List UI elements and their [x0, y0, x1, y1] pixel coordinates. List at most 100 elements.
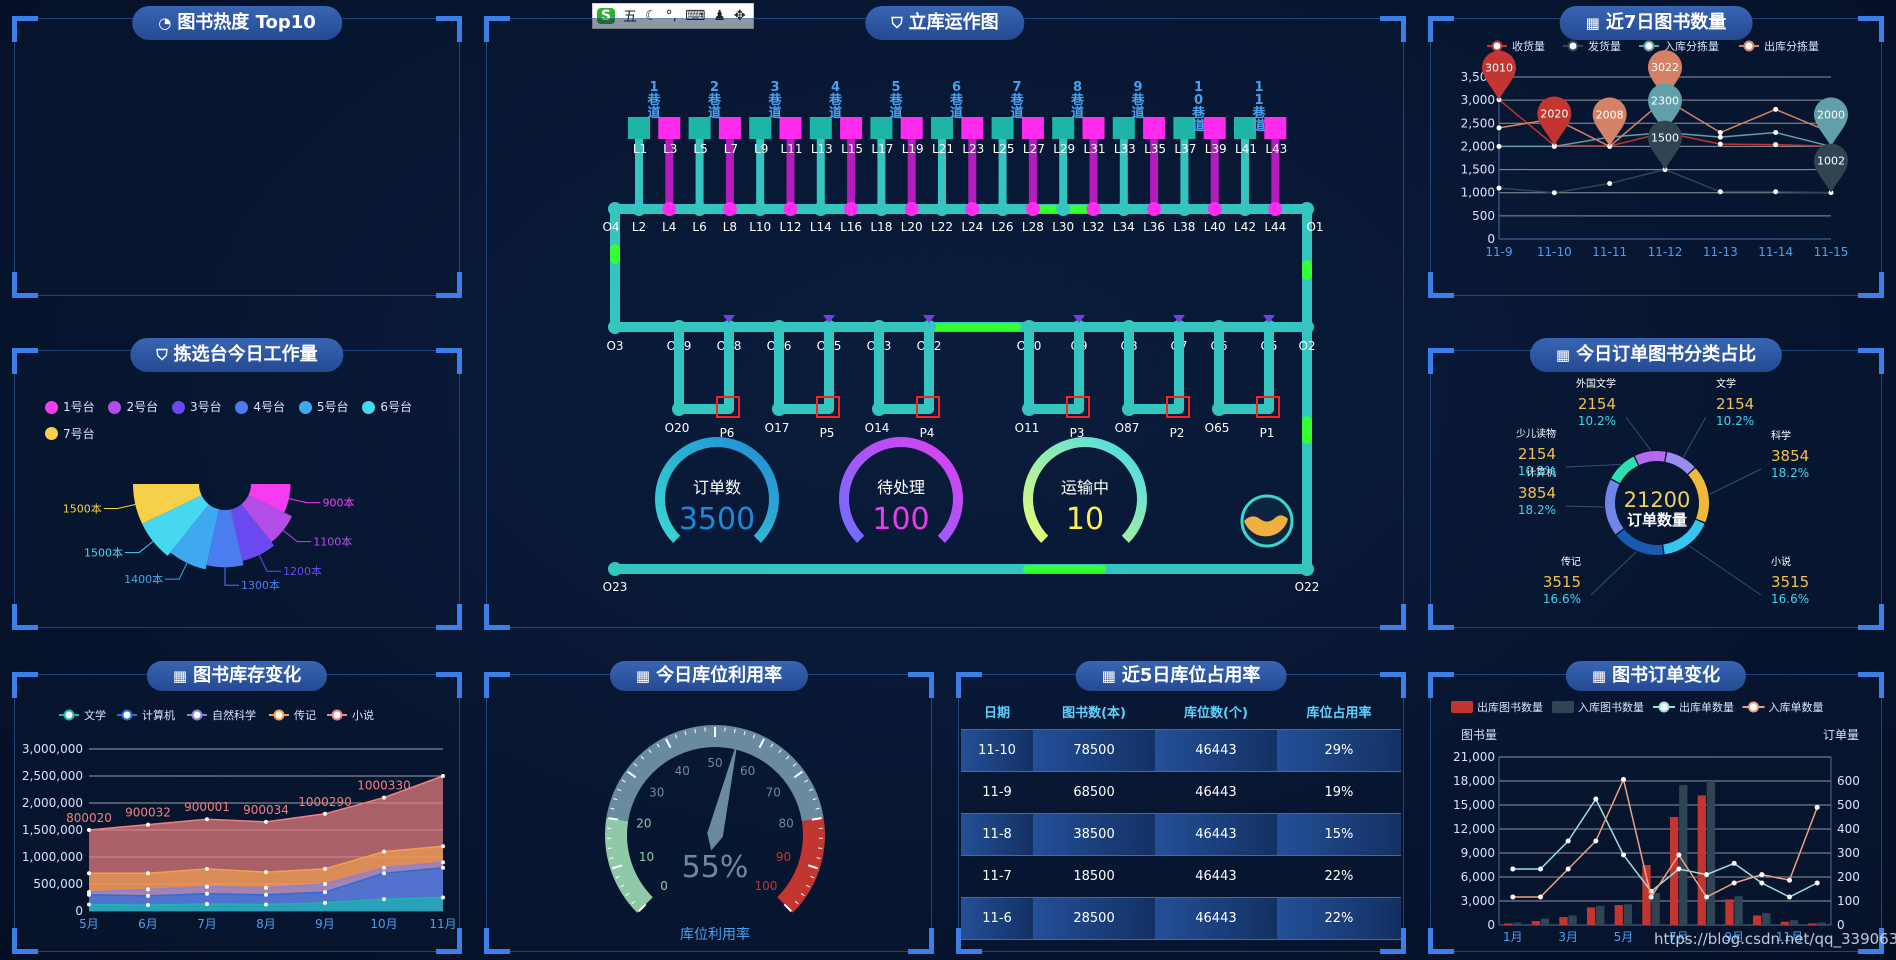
station-label: P1	[1260, 426, 1275, 440]
rack-label: L3	[663, 142, 677, 156]
bar	[1817, 922, 1826, 925]
table-cell: 46443	[1155, 728, 1277, 772]
node-label: L38	[1173, 220, 1195, 234]
ime-punct-icon[interactable]: °,	[665, 8, 678, 24]
rack-cell	[1264, 117, 1287, 139]
table-cell: 46443	[1155, 812, 1277, 856]
ime-logo-icon[interactable]: S	[597, 8, 616, 24]
panel-books7: ▦ 近7日图书数量 收货量 发货量 入库分拣量 出库分拣量 0 500 1,000 1,500 2…	[1428, 6, 1884, 298]
legend-item[interactable]: 1号台	[45, 395, 95, 419]
series-point	[1496, 185, 1502, 191]
aisle-char: 道	[1252, 118, 1265, 134]
aisle-char: 道	[1071, 105, 1084, 121]
track-node	[772, 402, 786, 416]
table-row[interactable]: 11-6 28500 46443 22%	[961, 896, 1401, 940]
table-row[interactable]: 11-10 78500 46443 29%	[961, 728, 1401, 772]
aisle-char: 7	[1012, 80, 1021, 95]
ime-wubi-button[interactable]: 五	[623, 9, 638, 25]
legend-swatch	[1552, 701, 1574, 713]
node-label: L6	[692, 220, 706, 234]
gauge-tick	[608, 817, 619, 821]
ime-moon-icon[interactable]: ☾	[645, 8, 658, 24]
warehouse-diagram: L1 L3 L5 L7 L9 L11 L13 L15 L17 L19 L21 L23 L25 L27 L29…	[602, 80, 1323, 594]
area-point	[146, 903, 150, 908]
y2-tick: 0	[1837, 918, 1845, 932]
aisle-char: 巷	[1191, 105, 1206, 121]
track-node	[753, 202, 768, 216]
ime-user-icon[interactable]: ♟	[713, 8, 726, 24]
aisle-char: 道	[1010, 105, 1023, 121]
node-label: O22	[1295, 580, 1320, 594]
gauge-tick	[811, 817, 822, 821]
rose-label-line	[165, 562, 188, 580]
node-label: L40	[1204, 220, 1226, 234]
table-row[interactable]: 11-7 18500 46443 22%	[961, 855, 1401, 897]
rose-slice	[206, 509, 244, 568]
track-node	[1177, 202, 1192, 216]
ime-toolbar[interactable]: S 五 ☾ °, ⌨ ♟ ✥	[592, 3, 754, 29]
slice-value: 2154	[1578, 395, 1616, 413]
gauge-ring	[655, 437, 779, 543]
gauge-tick	[627, 770, 637, 779]
y-tick: 1,000	[1461, 186, 1495, 200]
donut-slice	[1634, 451, 1666, 465]
y-tick: 3,000	[1461, 894, 1495, 908]
table-row[interactable]: 11-9 68500 46443 19%	[961, 771, 1401, 813]
gauge-band-high	[777, 817, 825, 913]
utilization-gauge: 0 10 20 30 40 50 60 70 80 90 100 55% 库位利用率	[605, 725, 825, 943]
gauge-label: 运输中	[1061, 478, 1109, 497]
donut-slice	[1665, 452, 1695, 474]
bar-chart-icon: ▦	[1585, 14, 1600, 32]
rack-label: L7	[724, 142, 738, 156]
donut-label-line	[1625, 416, 1652, 451]
y-tick: 1,500	[1461, 163, 1495, 177]
gauge-value: 10	[1066, 502, 1104, 537]
donut-slice	[1663, 519, 1705, 555]
gauge-tick-label: 10	[639, 850, 654, 864]
gauge-tick	[815, 807, 820, 810]
shuttle-marker	[1073, 315, 1085, 323]
legend-item[interactable]: 4号台	[235, 395, 285, 419]
rack-cell	[779, 117, 802, 139]
bar	[1780, 921, 1789, 925]
station-box	[916, 396, 940, 418]
aisle-char: 道	[768, 105, 781, 121]
column-header: 库位占用率	[1306, 706, 1372, 722]
ime-keyboard-icon[interactable]: ⌨	[685, 8, 706, 24]
slice-pct: 16.6%	[1543, 592, 1581, 606]
slice-name: 外国文学	[1576, 377, 1616, 390]
series-point	[1538, 894, 1543, 900]
table-cell: 46443	[1195, 784, 1237, 800]
bar-chart-icon: ▦	[1555, 346, 1571, 364]
x-tick: 7月	[1669, 930, 1689, 944]
legend-item: 文学	[59, 708, 106, 722]
aisle-char: 2	[710, 80, 719, 95]
aisle-char: 道	[889, 105, 902, 121]
area-point	[205, 884, 209, 889]
series-point	[1621, 776, 1626, 782]
area-fill	[89, 897, 443, 911]
track-node	[672, 402, 686, 416]
column-header: 图书数(本)	[1062, 706, 1126, 722]
ime-tools-icon[interactable]: ✥	[733, 8, 746, 24]
x-tick: 3月	[1558, 930, 1578, 944]
area-point	[323, 882, 327, 886]
rose-label-line	[103, 503, 136, 509]
legend-item[interactable]: 2号台	[108, 395, 158, 419]
track-node	[608, 202, 622, 216]
rack-cell	[658, 117, 681, 139]
legend-item[interactable]: 5号台	[298, 395, 349, 419]
legend-item[interactable]: 3号台	[171, 395, 222, 419]
node-label: O87	[1115, 421, 1140, 435]
legend-item[interactable]: 6号台	[362, 395, 412, 419]
station-box	[1166, 396, 1190, 418]
aisle-char: 巷	[1130, 92, 1145, 108]
y-tick: 2,500,000	[22, 769, 83, 783]
pin-shape	[1482, 50, 1516, 100]
picking-legend[interactable]: 1号台 2号台 3号台 4号台 5号台 6号台 7号台	[45, 395, 445, 448]
legend-item[interactable]: 7号台	[45, 422, 95, 446]
area-point	[87, 892, 91, 897]
marker-pin: 2020	[1537, 96, 1572, 146]
table-cell: 11-9	[982, 784, 1012, 800]
table-row[interactable]: 11-8 38500 46443 15%	[961, 812, 1401, 856]
